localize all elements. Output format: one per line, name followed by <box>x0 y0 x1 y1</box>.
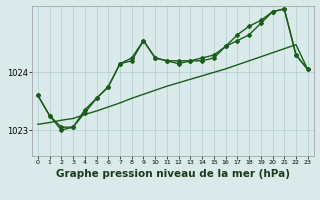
X-axis label: Graphe pression niveau de la mer (hPa): Graphe pression niveau de la mer (hPa) <box>56 169 290 179</box>
